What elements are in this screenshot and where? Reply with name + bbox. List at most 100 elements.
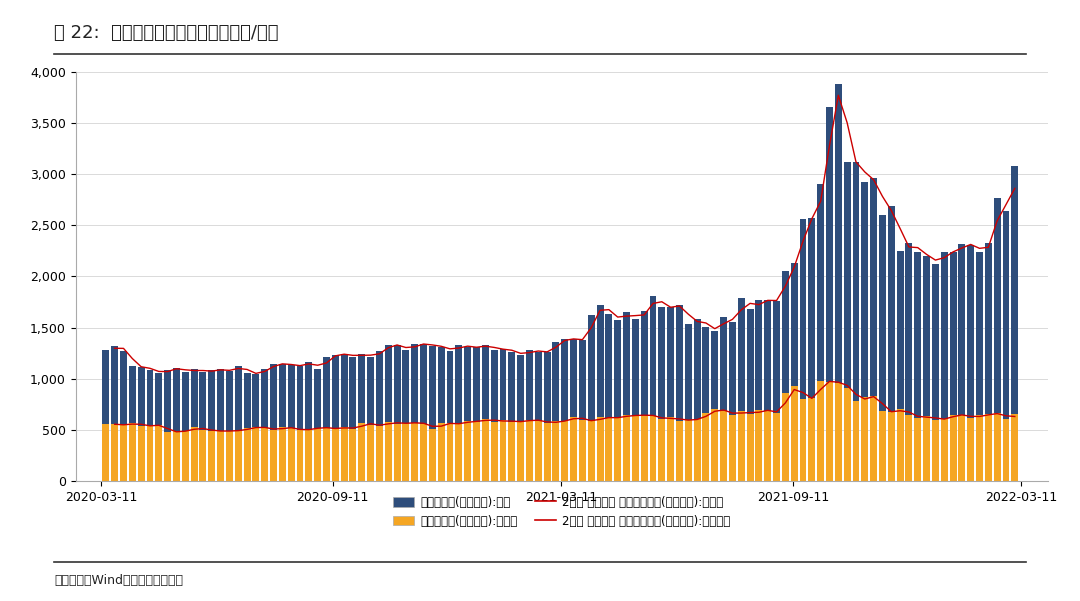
Bar: [976, 252, 983, 415]
Bar: [994, 198, 1001, 413]
Bar: [596, 305, 604, 417]
Bar: [870, 178, 877, 396]
Bar: [765, 410, 771, 481]
Bar: [500, 420, 507, 481]
Bar: [376, 426, 383, 481]
Bar: [596, 417, 604, 481]
Legend: 期货结算价(活跃合约):焦煤, 期货结算价(活跃合约):动力煤, 2周期 移动平均 （期货结算价(活跃合约):焦煤）, 2周期 移动平均 （期货结算价(活跃合约: 期货结算价(活跃合约):焦煤, 期货结算价(活跃合约):动力煤, 2周期 移动平…: [393, 496, 730, 528]
Bar: [553, 342, 559, 421]
Bar: [314, 428, 321, 481]
Bar: [464, 347, 471, 421]
Bar: [667, 417, 674, 481]
Bar: [306, 362, 312, 429]
Bar: [852, 401, 860, 481]
Bar: [411, 423, 418, 481]
Bar: [791, 386, 798, 481]
Bar: [553, 421, 559, 481]
Bar: [640, 415, 648, 481]
Bar: [244, 373, 251, 428]
2周期 移动平均 （期货结算价(活跃合约):焦煤）: [973, 245, 986, 252]
Bar: [359, 353, 365, 423]
2周期 移动平均 （期货结算价(活跃合约):动力煤）: [126, 421, 139, 428]
Bar: [685, 419, 692, 481]
Bar: [509, 352, 515, 422]
Bar: [473, 347, 480, 422]
Bar: [535, 421, 542, 481]
Bar: [746, 309, 754, 415]
Bar: [968, 245, 974, 418]
Bar: [137, 426, 145, 481]
Bar: [420, 344, 427, 424]
Bar: [923, 416, 930, 481]
Bar: [720, 410, 727, 481]
Bar: [588, 316, 595, 421]
Bar: [323, 357, 330, 428]
Bar: [156, 373, 162, 425]
2周期 移动平均 （期货结算价(活跃合约):焦煤）: [929, 257, 942, 264]
Bar: [835, 84, 841, 383]
Bar: [623, 415, 630, 481]
Bar: [615, 418, 621, 481]
Bar: [676, 305, 683, 421]
Bar: [888, 412, 894, 481]
Bar: [949, 252, 957, 415]
Bar: [941, 418, 947, 481]
Bar: [693, 319, 701, 419]
Bar: [543, 352, 551, 424]
Bar: [306, 429, 312, 481]
Bar: [226, 431, 233, 481]
Bar: [941, 252, 947, 418]
2周期 移动平均 （期货结算价(活跃合约):动力煤）: [973, 413, 986, 420]
Bar: [200, 372, 206, 430]
Bar: [287, 365, 295, 429]
Bar: [896, 251, 904, 409]
Bar: [376, 351, 383, 426]
Bar: [826, 106, 833, 382]
Bar: [526, 350, 532, 420]
Bar: [208, 370, 215, 430]
Bar: [773, 301, 780, 413]
Bar: [843, 388, 851, 481]
Bar: [332, 355, 339, 429]
Bar: [393, 346, 401, 424]
Bar: [809, 398, 815, 481]
Bar: [640, 311, 648, 415]
Bar: [323, 428, 330, 481]
2周期 移动平均 （期货结算价(活跃合约):焦煤）: [328, 352, 341, 359]
Bar: [500, 349, 507, 420]
Bar: [129, 367, 136, 423]
Bar: [473, 422, 480, 481]
Bar: [755, 300, 762, 410]
Bar: [270, 364, 276, 430]
Bar: [905, 243, 913, 415]
Bar: [403, 423, 409, 481]
Bar: [526, 420, 532, 481]
Bar: [729, 415, 735, 481]
Bar: [870, 396, 877, 481]
Bar: [623, 312, 630, 415]
Bar: [403, 350, 409, 423]
Bar: [490, 422, 498, 481]
Bar: [862, 182, 868, 397]
Bar: [1011, 166, 1018, 414]
Bar: [879, 215, 886, 411]
Bar: [226, 371, 233, 431]
2周期 移动平均 （期货结算价(活跃合约):焦煤）: [126, 355, 139, 362]
Bar: [543, 424, 551, 481]
2周期 移动平均 （期货结算价(活跃合约):焦煤）: [550, 344, 563, 351]
Bar: [826, 382, 833, 481]
Bar: [234, 431, 242, 481]
Bar: [606, 314, 612, 418]
Bar: [879, 411, 886, 481]
Bar: [746, 415, 754, 481]
Bar: [632, 319, 638, 416]
Bar: [915, 252, 921, 418]
Bar: [738, 410, 745, 481]
Bar: [173, 368, 180, 432]
Bar: [905, 415, 913, 481]
Bar: [570, 340, 577, 416]
Bar: [156, 425, 162, 481]
Bar: [120, 426, 127, 481]
Bar: [297, 430, 303, 481]
Bar: [129, 423, 136, 481]
